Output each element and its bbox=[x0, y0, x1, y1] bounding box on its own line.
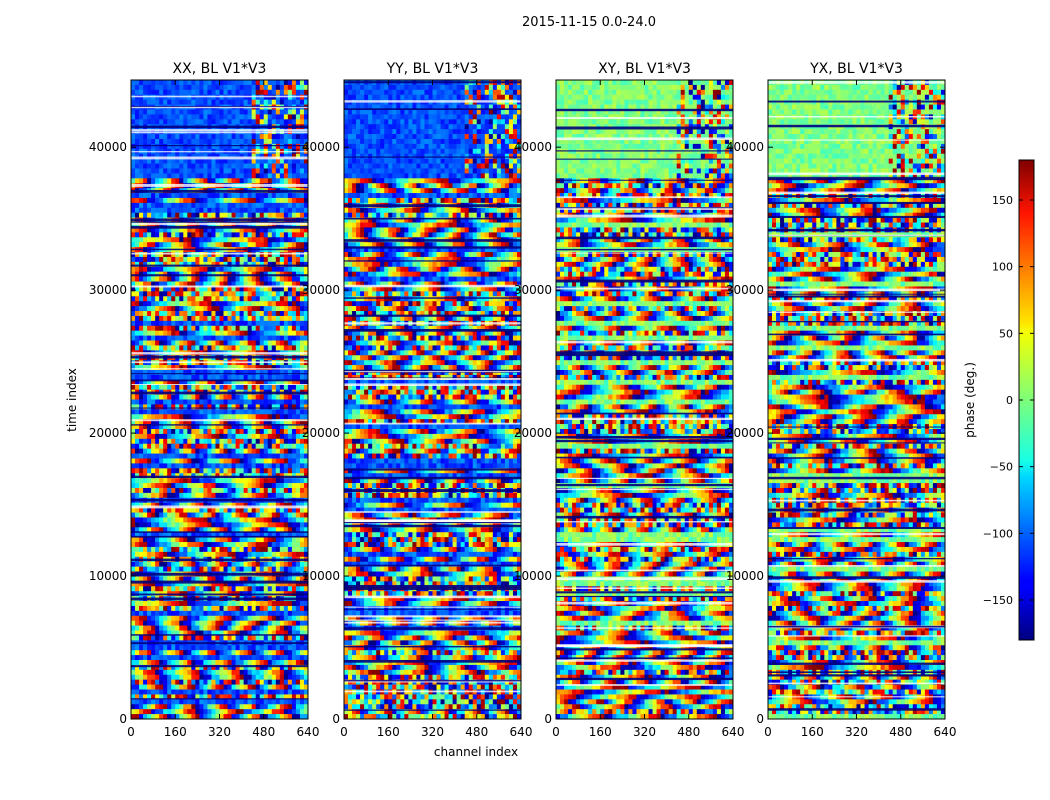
x-tick-label: 320 bbox=[208, 725, 231, 739]
x-tick-label: 320 bbox=[633, 725, 656, 739]
y-tick-label: 40000 bbox=[302, 140, 340, 154]
x-tick-label: 480 bbox=[252, 725, 275, 739]
y-tick-label: 40000 bbox=[89, 140, 127, 154]
colorbar-tick-label: 150 bbox=[992, 194, 1013, 207]
y-tick-label: 20000 bbox=[514, 426, 552, 440]
y-tick-label: 0 bbox=[756, 712, 764, 726]
x-tick-label: 0 bbox=[340, 725, 348, 739]
panel-title: XX, BL V1*V3 bbox=[173, 61, 267, 77]
colorbar-tick-label: 50 bbox=[999, 327, 1013, 340]
y-tick-label: 30000 bbox=[726, 283, 764, 297]
y-axis-label: time index bbox=[65, 368, 79, 432]
colorbar-tick-label: −50 bbox=[990, 461, 1013, 474]
y-tick-label: 0 bbox=[332, 712, 340, 726]
y-tick-label: 10000 bbox=[89, 569, 127, 583]
panel-title: YY, BL V1*V3 bbox=[386, 61, 479, 77]
colorbar-tick-label: 100 bbox=[992, 261, 1013, 274]
colorbar-label: phase (deg.) bbox=[963, 362, 977, 438]
panel-title: XY, BL V1*V3 bbox=[598, 61, 691, 77]
colorbar-tick-label: 0 bbox=[1006, 394, 1013, 407]
x-tick-label: 0 bbox=[552, 725, 560, 739]
x-tick-label: 480 bbox=[889, 725, 912, 739]
y-tick-label: 10000 bbox=[302, 569, 340, 583]
x-tick-label: 0 bbox=[764, 725, 772, 739]
panel-heatmap bbox=[768, 80, 945, 719]
figure-suptitle: 2015-11-15 0.0-24.0 bbox=[522, 15, 656, 30]
x-tick-label: 160 bbox=[164, 725, 187, 739]
y-tick-label: 40000 bbox=[514, 140, 552, 154]
x-tick-label: 640 bbox=[510, 725, 533, 739]
y-tick-label: 30000 bbox=[302, 283, 340, 297]
y-tick-label: 0 bbox=[119, 712, 127, 726]
panels: XX, BL V1*V3 0 160 320 480 640 0 10000 20000 3000… bbox=[89, 61, 957, 739]
x-tick-label: 480 bbox=[465, 725, 488, 739]
y-tick-label: 10000 bbox=[514, 569, 552, 583]
colorbar-tick-label: −100 bbox=[983, 527, 1013, 540]
y-tick-label: 20000 bbox=[302, 426, 340, 440]
panel-1: YY, BL V1*V3 0 160 320 480 640 0 10000 20000 3000… bbox=[302, 61, 533, 739]
y-tick-label: 20000 bbox=[726, 426, 764, 440]
colorbar: −150 −100 −50 0 50 100 150 phase (deg.) bbox=[963, 160, 1034, 640]
x-tick-label: 640 bbox=[297, 725, 320, 739]
x-tick-label: 160 bbox=[801, 725, 824, 739]
panel-2: XY, BL V1*V3 0 160 320 480 640 0 10000 20000 3000… bbox=[514, 61, 745, 739]
colorbar-tick-label: −150 bbox=[983, 594, 1013, 607]
y-tick-label: 40000 bbox=[726, 140, 764, 154]
y-tick-label: 30000 bbox=[514, 283, 552, 297]
x-tick-label: 480 bbox=[677, 725, 700, 739]
y-tick-label: 0 bbox=[544, 712, 552, 726]
panel-heatmap bbox=[131, 80, 308, 719]
x-tick-label: 320 bbox=[845, 725, 868, 739]
x-axis-label: channel index bbox=[434, 745, 518, 759]
y-tick-label: 10000 bbox=[726, 569, 764, 583]
panel-heatmap bbox=[556, 80, 733, 719]
panel-0: XX, BL V1*V3 0 160 320 480 640 0 10000 20000 3000… bbox=[89, 61, 320, 739]
x-tick-label: 320 bbox=[421, 725, 444, 739]
panel-title: YX, BL V1*V3 bbox=[809, 61, 903, 77]
x-tick-label: 0 bbox=[127, 725, 135, 739]
x-tick-label: 640 bbox=[934, 725, 957, 739]
x-tick-label: 640 bbox=[722, 725, 745, 739]
x-tick-label: 160 bbox=[589, 725, 612, 739]
y-tick-label: 20000 bbox=[89, 426, 127, 440]
y-tick-label: 30000 bbox=[89, 283, 127, 297]
x-tick-label: 160 bbox=[377, 725, 400, 739]
panel-3: YX, BL V1*V3 0 160 320 480 640 0 10000 20000 3000… bbox=[726, 61, 957, 739]
